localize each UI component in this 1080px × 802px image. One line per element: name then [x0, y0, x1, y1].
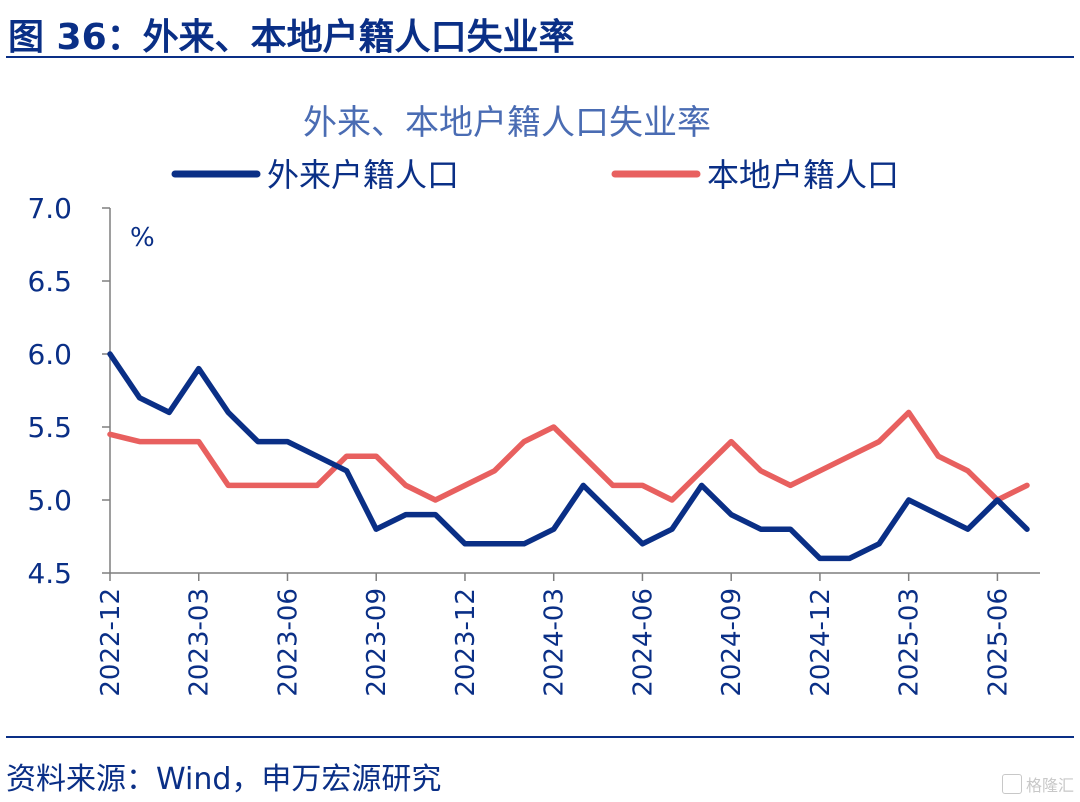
y-tick-label: 6.0 — [27, 338, 72, 371]
x-tick-label: 2023-12 — [451, 588, 481, 697]
line-chart: 外来、本地户籍人口失业率 外来户籍人口 本地户籍人口 % 7.0 6.5 6.0 5.5… — [27, 103, 1040, 697]
y-axis: 7.0 6.5 6.0 5.5 5.0 4.5 — [27, 192, 111, 590]
source-divider — [6, 736, 1074, 738]
figure-header: 图 36：外来、本地户籍人口失业率 — [6, 2, 1074, 58]
x-tick-label: 2023-09 — [362, 588, 392, 697]
x-axis: 2022-12 2023-03 2023-06 2023-09 2023-12 2024-… — [96, 572, 1040, 697]
x-tick-label: 2024-06 — [628, 588, 658, 697]
chart-title: 外来、本地户籍人口失业率 — [303, 103, 711, 143]
y-axis-unit: % — [130, 223, 155, 253]
x-tick-label: 2024-03 — [540, 588, 570, 697]
x-tick-label: 2025-06 — [983, 588, 1013, 697]
watermark: 格隆汇 — [1001, 772, 1074, 796]
watermark-logo-icon — [1001, 774, 1022, 794]
x-tick-label: 2023-06 — [273, 588, 303, 697]
watermark-text: 格隆汇 — [1025, 776, 1074, 795]
x-tick-label: 2025-03 — [895, 588, 925, 697]
legend: 外来户籍人口 本地户籍人口 — [171, 156, 899, 194]
figure-title: 图 36：外来、本地户籍人口失业率 — [8, 17, 575, 58]
x-tick-label: 2024-09 — [717, 588, 747, 697]
legend-label: 本地户籍人口 — [707, 156, 899, 194]
series-line — [107, 351, 1030, 562]
x-tick-label: 2024-12 — [806, 588, 836, 697]
x-tick-label: 2022-12 — [96, 588, 126, 697]
x-tick-label: 2023-03 — [185, 588, 215, 697]
legend-label: 外来户籍人口 — [267, 156, 459, 194]
plot-area — [107, 351, 1030, 562]
y-tick-label: 4.5 — [27, 557, 72, 590]
source-note: 资料来源：Wind，申万宏源研究 — [6, 762, 442, 797]
y-tick-label: 7.0 — [27, 192, 72, 225]
y-tick-label: 5.5 — [27, 411, 72, 444]
y-tick-label: 5.0 — [27, 484, 72, 517]
series-line — [107, 409, 1030, 503]
y-tick-label: 6.5 — [27, 265, 72, 298]
